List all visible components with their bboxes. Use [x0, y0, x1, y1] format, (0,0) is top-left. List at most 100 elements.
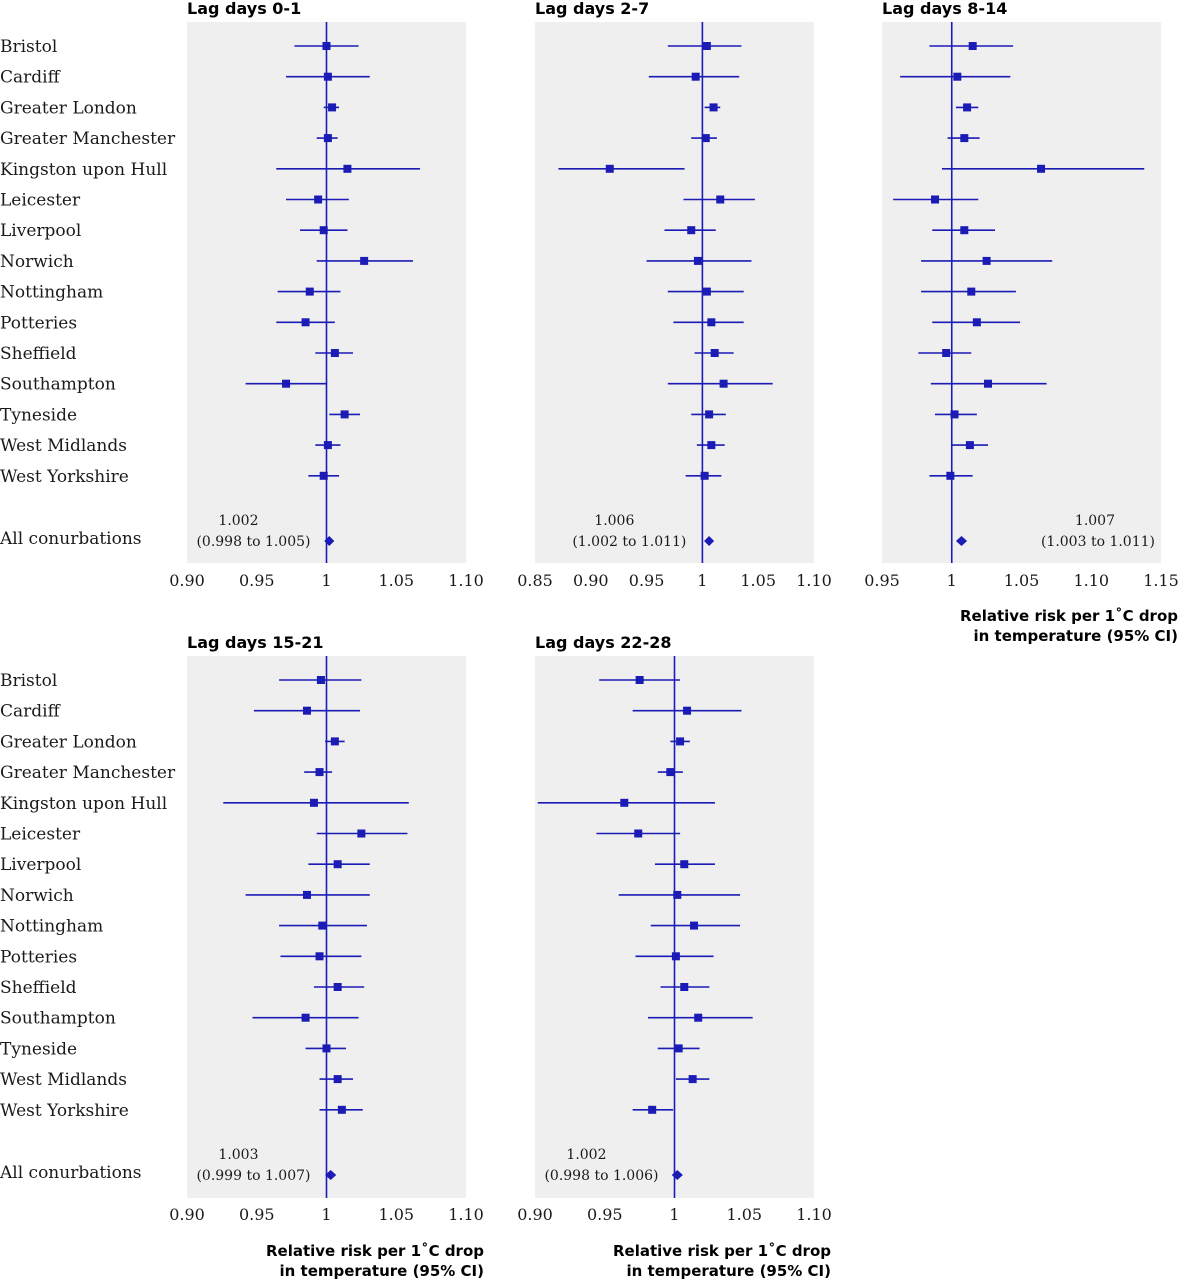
x-tick-label: 1.05: [378, 1205, 414, 1224]
x-tick-label: 1.05: [1004, 571, 1040, 590]
point-estimate: [687, 226, 696, 235]
point-estimate: [282, 379, 291, 388]
category-label: Greater Manchester: [0, 129, 176, 149]
point-estimate: [323, 134, 332, 143]
category-label: West Midlands: [0, 1070, 127, 1090]
point-estimate: [693, 256, 702, 265]
panel-title: Lag days 0-1: [187, 0, 301, 18]
point-estimate: [666, 768, 675, 777]
pooled-estimate-text: 1.003: [218, 1147, 258, 1163]
pooled-diamond: [704, 536, 715, 546]
x-axis-title: Relative risk per 1˚C drop: [960, 607, 1178, 625]
point-estimate: [707, 441, 716, 450]
point-estimate: [700, 471, 709, 480]
forest-panel: Lag days 22-28 1.002 (0.998 to 1.006) 0.90 0…: [517, 633, 832, 1224]
pooled-diamond: [324, 536, 335, 546]
forest-panel: Lag days 15-21 1.003 (0.999 to 1.007) 0.90 0…: [169, 633, 484, 1224]
pooled-diamond: [955, 536, 968, 546]
x-axis-title: in temperature (95% CI): [973, 627, 1178, 645]
point-estimate: [701, 134, 710, 143]
point-estimate: [691, 72, 700, 81]
x-tick-label: 0.95: [239, 571, 275, 590]
x-tick-label: 1.05: [378, 571, 414, 590]
point-estimate: [315, 768, 324, 777]
pooled-ci-text: (0.998 to 1.006): [544, 1168, 658, 1184]
x-tick-label: 1: [321, 1205, 331, 1224]
point-estimate: [330, 737, 339, 746]
x-tick-label: 1.05: [740, 571, 776, 590]
x-tick-label: 1.05: [726, 1205, 762, 1224]
category-label: Southampton: [0, 1009, 116, 1029]
point-estimate: [314, 195, 323, 204]
point-estimate: [319, 471, 328, 480]
category-label: Nottingham: [0, 917, 103, 937]
pooled-estimate-text: 1.006: [594, 513, 634, 529]
point-estimate: [333, 983, 342, 991]
x-axis-title: in temperature (95% CI): [626, 1262, 831, 1280]
x-tick-label: 0.90: [573, 571, 609, 590]
point-estimate: [323, 72, 332, 81]
point-estimate: [357, 829, 366, 838]
point-estimate: [634, 829, 643, 838]
point-estimate: [360, 256, 369, 265]
point-estimate: [318, 921, 327, 930]
category-label: Liverpool: [0, 855, 81, 875]
point-estimate: [968, 42, 977, 50]
point-estimate: [648, 1105, 657, 1114]
panel-title: Lag days 2-7: [535, 0, 649, 18]
point-estimate: [340, 410, 349, 419]
point-estimate: [982, 256, 991, 265]
point-estimate: [309, 798, 318, 807]
point-estimate: [946, 471, 955, 480]
x-tick-label: 1: [321, 571, 331, 590]
x-axis-title: Relative risk per 1˚C drop: [613, 1242, 831, 1260]
category-label: Kingston upon Hull: [0, 160, 167, 180]
point-estimate: [316, 676, 325, 684]
category-label: West Yorkshire: [0, 467, 129, 487]
panel-title: Lag days 8-14: [882, 0, 1007, 18]
point-estimate: [960, 226, 969, 235]
category-label: Kingston upon Hull: [0, 794, 167, 814]
category-label: Southampton: [0, 375, 116, 395]
pooled-estimate-text: 1.002: [218, 513, 258, 529]
point-estimate: [710, 349, 719, 357]
category-label: Sheffield: [0, 978, 77, 998]
point-estimate: [333, 1075, 342, 1084]
point-estimate: [301, 318, 310, 327]
panel-title: Lag days 22-28: [535, 633, 671, 652]
category-label: Leicester: [0, 191, 81, 211]
x-tick-label: 1: [947, 571, 957, 590]
pooled-ci-text: (0.998 to 1.005): [196, 534, 310, 550]
x-tick-label: 1.15: [1143, 571, 1179, 590]
category-label: Tyneside: [0, 1039, 77, 1059]
point-estimate: [330, 349, 339, 357]
pooled-diamond: [325, 1170, 337, 1180]
x-tick-label: 0.90: [169, 571, 205, 590]
forest-panel: Lag days 0-1 1.002 (0.998 to 1.005) 0.90 0.9…: [169, 0, 484, 590]
point-estimate: [337, 1105, 346, 1114]
point-estimate: [984, 379, 993, 388]
category-label: Tyneside: [0, 405, 77, 425]
category-label: Greater London: [0, 98, 137, 118]
pooled-ci-text: (0.999 to 1.007): [196, 1168, 310, 1184]
category-label: Norwich: [0, 886, 74, 906]
pooled-estimate-text: 1.007: [1075, 513, 1115, 529]
x-axis-title: in temperature (95% CI): [279, 1262, 484, 1280]
category-label: Potteries: [0, 947, 77, 967]
point-estimate: [319, 226, 328, 235]
point-estimate: [967, 287, 976, 296]
point-estimate: [680, 983, 689, 991]
pooled-estimate-text: 1.002: [566, 1147, 606, 1163]
x-tick-label: 1.10: [1073, 571, 1109, 590]
category-label: Cardiff: [0, 702, 62, 722]
point-estimate: [953, 72, 962, 81]
panel-title: Lag days 15-21: [187, 633, 323, 652]
point-estimate: [301, 1013, 310, 1022]
point-estimate: [343, 164, 352, 173]
forest-panel: Lag days 8-14 1.007 (1.003 to 1.011) 0.95 1 1…: [864, 0, 1179, 590]
point-estimate: [302, 706, 311, 715]
forest-panel: Lag days 2-7 1.006 (1.002 to 1.011) 0.85 0.9…: [517, 0, 832, 590]
point-estimate: [702, 287, 711, 296]
point-estimate: [620, 798, 629, 807]
x-tick-label: 1.10: [796, 1205, 832, 1224]
